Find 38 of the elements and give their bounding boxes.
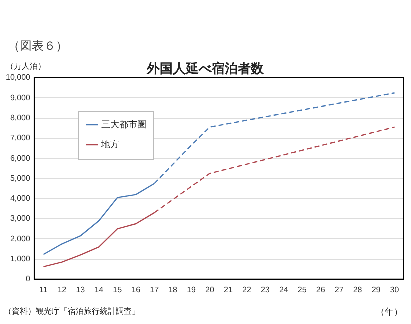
text: （図表６） <box>8 38 68 55</box>
x-tick-label: 15 <box>113 285 123 294</box>
y-tick-label: 9,000 <box>10 93 32 102</box>
x-tick-label: 19 <box>187 285 197 294</box>
legend-label: 三大都市圏 <box>101 119 146 130</box>
y-axis-title: （万人泊） <box>6 61 46 72</box>
x-tick-label: 17 <box>150 285 160 294</box>
text: （資料）観光庁「宿泊旅行統計調査」 <box>4 306 140 317</box>
x-tick-label: 13 <box>76 285 86 294</box>
x-tick-label: 25 <box>298 285 308 294</box>
y-tick-label: 6,000 <box>10 154 32 163</box>
x-tick-label: 29 <box>372 285 382 294</box>
y-tick-label: 1,000 <box>10 254 32 264</box>
y-tick-label: 3,000 <box>10 214 32 224</box>
x-tick-label: 27 <box>334 285 344 294</box>
y-tick-label: 8,000 <box>10 113 32 122</box>
y-tick-label: 0 <box>26 274 32 284</box>
legend-label: 地方 <box>100 139 120 150</box>
x-tick-label: 20 <box>206 285 215 294</box>
x-tick-label: 30 <box>390 285 400 294</box>
x-tick-label: 24 <box>279 285 289 294</box>
y-tick-label: 4,000 <box>10 194 32 204</box>
x-tick-label: 23 <box>260 285 270 294</box>
y-tick-label: 10,000 <box>6 73 32 82</box>
x-tick-label: 26 <box>316 285 326 294</box>
x-tick-label: 12 <box>58 285 68 294</box>
y-tick-label: 2,000 <box>10 234 32 244</box>
y-tick-label: 7,000 <box>10 134 32 143</box>
x-tick-label: 21 <box>224 285 234 294</box>
x-axis-title: （年） <box>376 306 403 319</box>
x-tick-label: 28 <box>353 285 363 294</box>
x-tick-label: 14 <box>94 285 104 294</box>
chart-title: 外国人延べ宿泊者数 <box>147 62 264 77</box>
y-tick-label: 5,000 <box>10 174 32 183</box>
x-tick-label: 11 <box>40 285 48 294</box>
x-tick-label: 22 <box>242 285 252 294</box>
x-tick-label: 18 <box>168 285 178 294</box>
x-tick-label: 16 <box>132 285 142 294</box>
